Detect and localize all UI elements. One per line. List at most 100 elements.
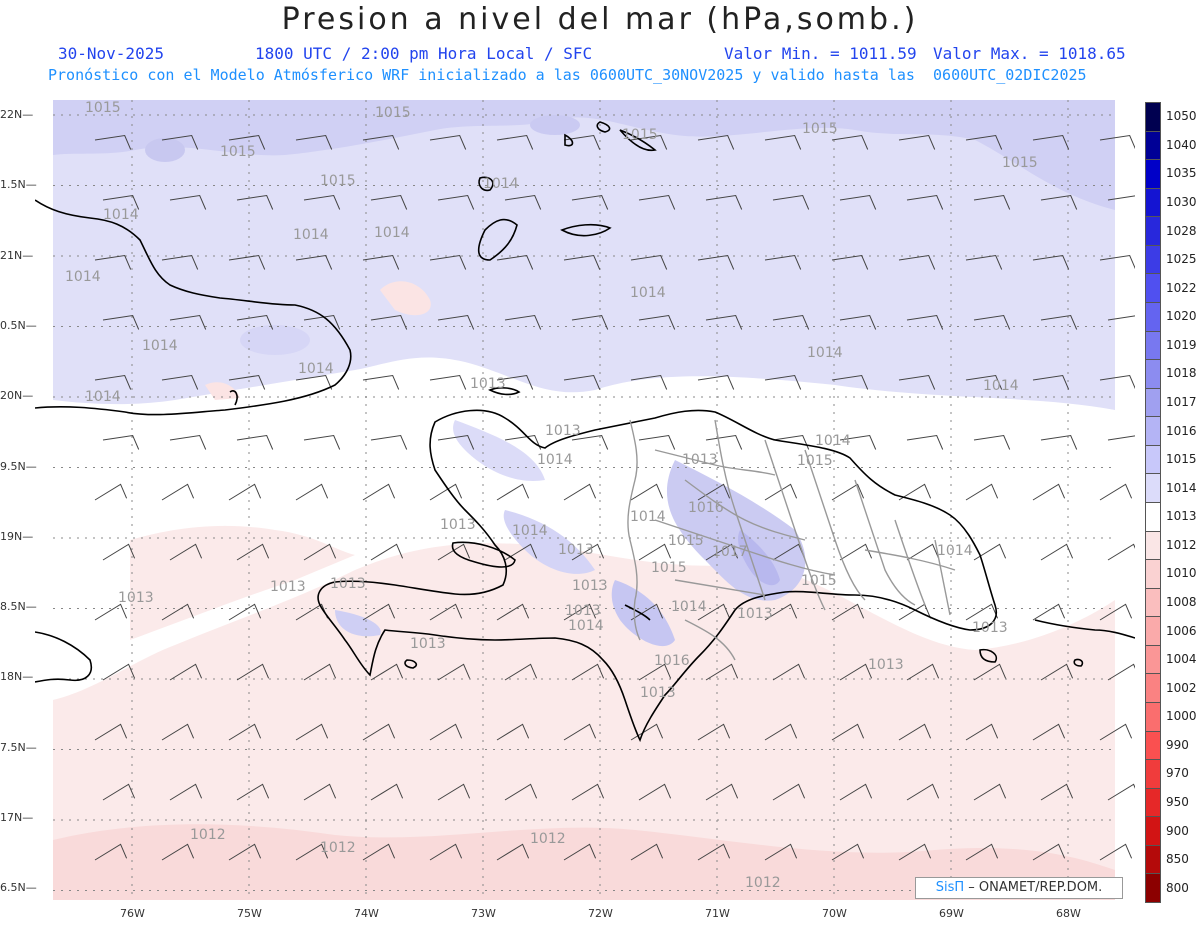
wind-barb [965, 254, 1003, 270]
isobar-label: 1014 [807, 345, 843, 361]
legend-label: 1022 [1166, 280, 1197, 295]
wind-barb [906, 543, 940, 561]
legend-label: 1050 [1166, 109, 1197, 124]
wind-barb [906, 663, 940, 681]
wind-barb [370, 194, 408, 210]
wind-barb [102, 543, 136, 561]
wind-barb [705, 434, 743, 450]
wind-barb [1032, 254, 1070, 270]
graticule [53, 100, 1115, 900]
wind-barb [571, 434, 609, 450]
wind-barb [563, 134, 601, 150]
wind-barb [563, 374, 601, 390]
wind-barb [839, 434, 877, 450]
wind-barb [630, 483, 664, 501]
wind-barb [437, 543, 471, 561]
isobar-label: 1014 [512, 523, 548, 539]
wind-barb [228, 374, 266, 390]
wind-barb [898, 134, 936, 150]
wind-barb [94, 254, 132, 270]
wind-barb [437, 783, 471, 801]
isobar-label: 1013 [545, 423, 581, 439]
legend-label: 850 [1166, 852, 1189, 867]
isobar-label: 1013 [330, 576, 366, 592]
wind-barb [965, 134, 1003, 150]
wind-barb [303, 194, 341, 210]
wind-barb [161, 374, 199, 390]
wind-barb [772, 783, 806, 801]
latitude-label: 22N— [0, 108, 34, 121]
wind-barb [697, 723, 731, 741]
wind-barb [831, 134, 869, 150]
legend-swatch [1145, 302, 1161, 332]
wind-barb [94, 603, 128, 621]
max-value-label: Valor Max. = 1018.65 [933, 44, 1126, 63]
wind-barb [1032, 374, 1070, 390]
wind-barb [973, 783, 1007, 801]
wind-barb [705, 663, 739, 681]
wind-barb [764, 483, 798, 501]
wind-barb [228, 134, 266, 150]
isobar-label: 1012 [530, 831, 566, 847]
wind-barb [102, 434, 140, 450]
legend-swatch [1145, 530, 1161, 561]
wind-barb [362, 134, 400, 150]
legend-swatch [1145, 444, 1161, 475]
wind-barb [1107, 543, 1135, 561]
legend-label: 1013 [1166, 509, 1197, 524]
wind-barb [764, 603, 798, 621]
latitude-label: 17N— [0, 811, 34, 824]
wind-barb [370, 543, 404, 561]
isobar-label: 1013 [682, 452, 718, 468]
pressure-map: 1015 1015 1015 1015 1015 1015 1015 1014 1014 1014… [35, 100, 1135, 900]
wind-barb [965, 374, 1003, 390]
wind-barb [295, 483, 329, 501]
longitude-label: 68W [1056, 907, 1081, 920]
isobar-label: 1012 [745, 875, 781, 891]
wind-barb [1040, 194, 1078, 210]
wind-barb [1099, 483, 1133, 501]
legend-swatch [1145, 273, 1161, 303]
wind-barb [236, 783, 270, 801]
wind-barb [94, 483, 128, 501]
isobar-label: 1013 [470, 376, 506, 392]
wind-barb [764, 843, 798, 861]
legend-swatch [1145, 787, 1161, 818]
isobar-label: 1014 [983, 378, 1019, 394]
wind-barb [94, 134, 132, 150]
legend-label: 950 [1166, 795, 1189, 809]
wind-barb [496, 843, 530, 861]
wind-barb [1107, 315, 1135, 321]
legend-label: 970 [1166, 766, 1189, 781]
wind-barb [161, 843, 195, 861]
wind-barb [898, 723, 932, 741]
province-borders [627, 419, 956, 661]
wind-barb [898, 254, 936, 270]
wind-barb [1099, 134, 1135, 150]
wind-barb [102, 194, 140, 210]
cuba-coast [35, 199, 352, 416]
wind-barb [429, 254, 467, 270]
gonave-island [451, 541, 516, 568]
isobar-label: 1015 [622, 127, 658, 143]
legend-label: 1016 [1166, 423, 1197, 438]
latitude-label: 1.5N— [0, 178, 37, 192]
legend-label: 900 [1166, 823, 1189, 838]
wind-barb [831, 254, 869, 270]
wind-barb [831, 723, 865, 741]
legend-label: 1040 [1166, 137, 1197, 152]
wind-barb [303, 663, 337, 681]
date-label: 30-Nov-2025 [58, 44, 164, 63]
wind-barb [965, 723, 999, 741]
wind-barb [429, 374, 467, 390]
wind-barb [303, 543, 337, 561]
legend-swatch [1145, 844, 1161, 875]
legend-swatch [1145, 873, 1161, 903]
wind-barb [161, 723, 195, 741]
wind-barb [1040, 783, 1074, 801]
wind-barb [228, 254, 266, 270]
wind-barb [161, 134, 199, 150]
wind-barb [228, 723, 262, 741]
wind-barb [94, 374, 132, 390]
isobar-label: 1013 [737, 606, 773, 622]
